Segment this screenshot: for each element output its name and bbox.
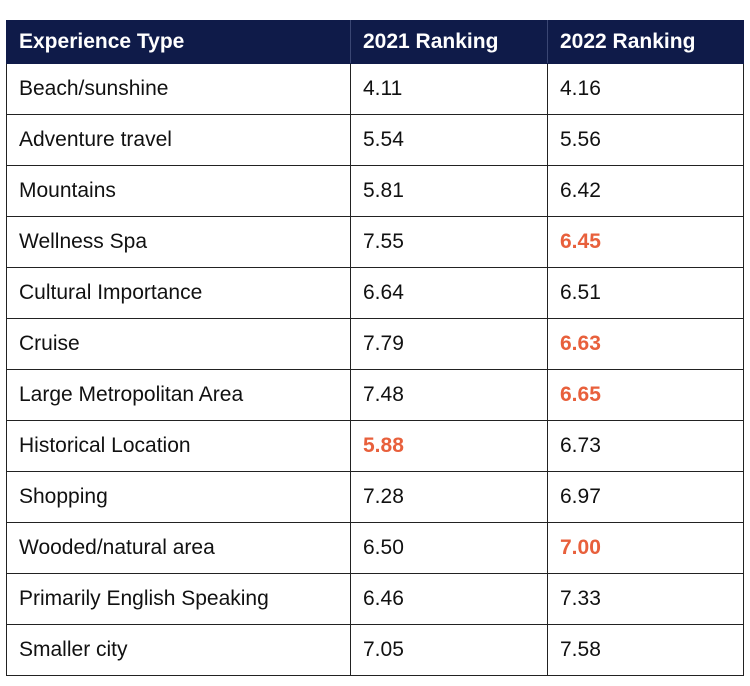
table-header: Experience Type 2021 Ranking 2022 Rankin… (6, 20, 744, 64)
header-2021-ranking: 2021 Ranking (350, 20, 548, 64)
header-2022-ranking: 2022 Ranking (547, 20, 744, 64)
cell-2022-ranking: 5.56 (547, 114, 744, 166)
cell-experience-type: Wooded/natural area (6, 522, 351, 574)
cell-2022-ranking: 6.51 (547, 267, 744, 319)
table-row: Wellness Spa 7.55 6.45 (6, 216, 744, 268)
cell-2022-ranking: 6.42 (547, 165, 744, 217)
cell-experience-type: Cultural Importance (6, 267, 351, 319)
cell-2022-ranking: 6.73 (547, 420, 744, 472)
cell-experience-type: Cruise (6, 318, 351, 370)
table-row: Primarily English Speaking 6.46 7.33 (6, 573, 744, 625)
cell-2021-ranking: 5.54 (350, 114, 548, 166)
cell-2022-ranking: 7.33 (547, 573, 744, 625)
ranking-table-container: Experience Type 2021 Ranking 2022 Rankin… (6, 20, 744, 676)
cell-experience-type: Adventure travel (6, 114, 351, 166)
table-row: Beach/sunshine 4.11 4.16 (6, 63, 744, 115)
header-row: Experience Type 2021 Ranking 2022 Rankin… (6, 20, 744, 64)
cell-2022-ranking: 6.97 (547, 471, 744, 523)
cell-2021-ranking: 5.88 (350, 420, 548, 472)
cell-2022-ranking: 6.45 (547, 216, 744, 268)
table-row: Smaller city 7.05 7.58 (6, 624, 744, 676)
table-row: Mountains 5.81 6.42 (6, 165, 744, 217)
cell-2021-ranking: 7.79 (350, 318, 548, 370)
cell-2021-ranking: 5.81 (350, 165, 548, 217)
cell-experience-type: Smaller city (6, 624, 351, 676)
table-row: Large Metropolitan Area 7.48 6.65 (6, 369, 744, 421)
table-row: Shopping 7.28 6.97 (6, 471, 744, 523)
cell-2021-ranking: 7.48 (350, 369, 548, 421)
cell-2021-ranking: 6.46 (350, 573, 548, 625)
cell-2022-ranking: 4.16 (547, 63, 744, 115)
table-row: Wooded/natural area 6.50 7.00 (6, 522, 744, 574)
cell-2021-ranking: 6.50 (350, 522, 548, 574)
cell-experience-type: Shopping (6, 471, 351, 523)
cell-2022-ranking: 7.00 (547, 522, 744, 574)
cell-2022-ranking: 6.63 (547, 318, 744, 370)
cell-2021-ranking: 4.11 (350, 63, 548, 115)
cell-experience-type: Primarily English Speaking (6, 573, 351, 625)
cell-2021-ranking: 7.55 (350, 216, 548, 268)
ranking-table: Experience Type 2021 Ranking 2022 Rankin… (6, 20, 744, 676)
header-experience-type: Experience Type (6, 20, 351, 64)
cell-experience-type: Wellness Spa (6, 216, 351, 268)
cell-experience-type: Beach/sunshine (6, 63, 351, 115)
table-row: Adventure travel 5.54 5.56 (6, 114, 744, 166)
table-row: Historical Location 5.88 6.73 (6, 420, 744, 472)
cell-2022-ranking: 6.65 (547, 369, 744, 421)
cell-experience-type: Historical Location (6, 420, 351, 472)
cell-2021-ranking: 7.28 (350, 471, 548, 523)
cell-2021-ranking: 7.05 (350, 624, 548, 676)
cell-experience-type: Large Metropolitan Area (6, 369, 351, 421)
table-row: Cruise 7.79 6.63 (6, 318, 744, 370)
cell-2022-ranking: 7.58 (547, 624, 744, 676)
table-body: Beach/sunshine 4.11 4.16 Adventure travel 5.… (6, 63, 744, 676)
cell-2021-ranking: 6.64 (350, 267, 548, 319)
table-row: Cultural Importance 6.64 6.51 (6, 267, 744, 319)
cell-experience-type: Mountains (6, 165, 351, 217)
